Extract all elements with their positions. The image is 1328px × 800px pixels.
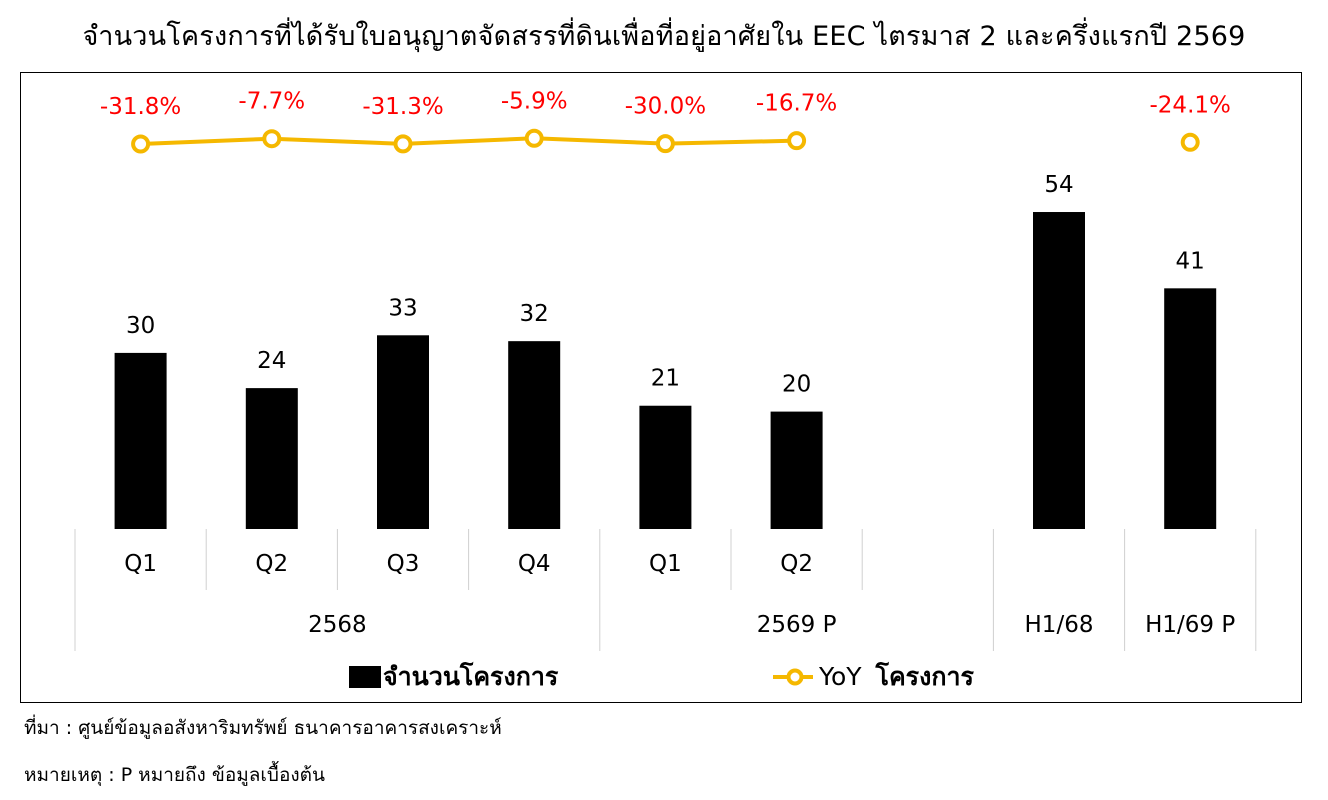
category-label: Q2 (780, 551, 813, 577)
bar-value-label: 32 (520, 301, 549, 327)
bar (639, 405, 692, 529)
chart-frame (20, 72, 1302, 703)
legend-line-prefix: YoY (819, 662, 862, 691)
group-label: H1/69 P (1145, 612, 1235, 638)
yoy-point (131, 134, 151, 154)
group-label: 2569 P (757, 612, 837, 638)
legend-line-swatch (773, 666, 817, 688)
yoy-value-label: -24.1% (1150, 92, 1231, 118)
bar (1033, 212, 1085, 529)
legend-bar-label: จำนวนโครงการ (383, 662, 559, 691)
bar-value-label: 24 (257, 348, 286, 374)
yoy-value-label: -5.9% (501, 88, 568, 114)
bar-value-label: 54 (1044, 172, 1073, 198)
category-label: Q2 (255, 551, 288, 577)
category-label: Q1 (649, 551, 682, 577)
yoy-value-label: -31.3% (362, 94, 443, 120)
bar (508, 341, 561, 529)
group-label: H1/68 (1025, 612, 1094, 638)
bar (770, 411, 823, 529)
bar-value-label: 41 (1176, 248, 1205, 274)
remark-note: หมายเหตุ : P หมายถึง ข้อมูลเบื้องต้น (24, 764, 325, 786)
bar (377, 335, 429, 529)
legend-bar-swatch (349, 666, 381, 688)
legend-item-bars[interactable]: จำนวนโครงการ (349, 660, 558, 694)
yoy-point (655, 134, 675, 154)
group-label: 2568 (308, 612, 367, 638)
yoy-value-label: -7.7% (238, 89, 305, 115)
yoy-point (1180, 132, 1200, 152)
yoy-point (787, 131, 807, 151)
category-label: Q4 (518, 551, 551, 577)
bar (1164, 288, 1217, 529)
legend-line-suffix: โครงการ (875, 662, 974, 691)
category-label: Q3 (387, 551, 420, 577)
bar-value-label: 21 (651, 366, 680, 392)
legend-line-label: YoY โครงการ (819, 657, 974, 697)
source-note: ที่มา : ศูนย์ข้อมูลอสังหาริมทรัพย์ ธนาคา… (24, 717, 502, 739)
yoy-value-label: -16.7% (756, 91, 837, 117)
yoy-line (140, 136, 797, 146)
bar-value-label: 30 (126, 313, 155, 339)
yoy-point (393, 134, 413, 154)
yoy-value-label: -31.8% (100, 94, 181, 120)
bar (114, 352, 167, 529)
yoy-point (262, 129, 282, 149)
category-label: Q1 (124, 551, 157, 577)
chart-title: จำนวนโครงการที่ได้รับใบอนุญาตจัดสรรที่ดิ… (82, 21, 1246, 52)
bar-value-label: 33 (388, 295, 417, 321)
legend-item-yoy[interactable]: YoY โครงการ (773, 660, 974, 694)
bar (245, 388, 298, 529)
bar-value-label: 20 (782, 372, 811, 398)
yoy-point (524, 128, 544, 148)
yoy-value-label: -30.0% (625, 94, 706, 120)
